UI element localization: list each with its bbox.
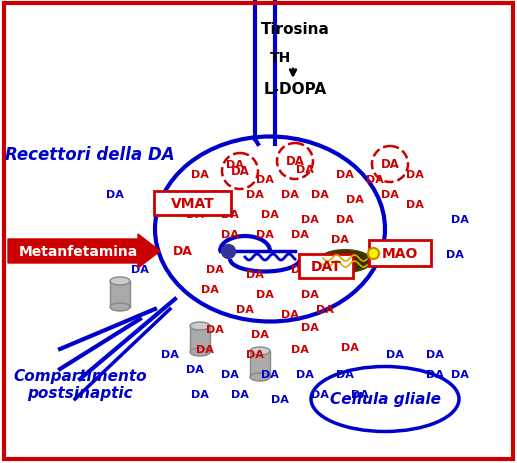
Text: DA: DA bbox=[366, 175, 384, 185]
Text: DA: DA bbox=[281, 189, 299, 200]
Text: DA: DA bbox=[281, 309, 299, 319]
Text: DA: DA bbox=[246, 349, 264, 359]
Text: DA: DA bbox=[346, 194, 364, 205]
FancyArrow shape bbox=[8, 234, 160, 269]
Text: DA: DA bbox=[451, 214, 469, 225]
Text: DA: DA bbox=[131, 239, 149, 250]
Ellipse shape bbox=[155, 137, 385, 322]
Text: DA: DA bbox=[331, 269, 349, 279]
Text: DA: DA bbox=[426, 349, 444, 359]
Ellipse shape bbox=[250, 347, 270, 355]
Text: DA: DA bbox=[206, 264, 224, 275]
Text: DA: DA bbox=[231, 165, 249, 178]
Text: DA: DA bbox=[426, 369, 444, 379]
Text: DA: DA bbox=[251, 329, 269, 339]
Text: DA: DA bbox=[341, 342, 359, 352]
Bar bbox=[250, 351, 270, 377]
Text: DA: DA bbox=[206, 324, 224, 334]
Text: DA: DA bbox=[221, 369, 239, 379]
Text: DA: DA bbox=[311, 189, 329, 200]
Ellipse shape bbox=[110, 303, 130, 311]
Text: DA: DA bbox=[301, 214, 319, 225]
Text: DA: DA bbox=[106, 189, 124, 200]
Text: DA: DA bbox=[351, 389, 369, 399]
Text: DA: DA bbox=[231, 389, 249, 399]
Circle shape bbox=[222, 154, 258, 189]
Ellipse shape bbox=[190, 322, 210, 330]
Ellipse shape bbox=[319, 250, 371, 272]
Circle shape bbox=[372, 147, 408, 182]
Text: DA: DA bbox=[201, 284, 219, 294]
Text: DA: DA bbox=[336, 369, 354, 379]
Text: DA: DA bbox=[285, 155, 305, 168]
Text: Recettori della DA: Recettori della DA bbox=[5, 146, 175, 163]
Text: DA: DA bbox=[256, 175, 274, 185]
Text: DA: DA bbox=[246, 269, 264, 279]
Text: VMAT: VMAT bbox=[171, 197, 215, 211]
Text: DA: DA bbox=[221, 230, 239, 239]
Text: DA: DA bbox=[173, 245, 193, 258]
Text: DA: DA bbox=[291, 264, 309, 275]
Text: DA: DA bbox=[161, 349, 179, 359]
Text: TH: TH bbox=[269, 51, 291, 65]
Text: DA: DA bbox=[381, 158, 400, 171]
Text: DA: DA bbox=[406, 169, 424, 180]
Ellipse shape bbox=[311, 367, 459, 432]
Text: DA: DA bbox=[261, 369, 279, 379]
Text: DA: DA bbox=[271, 394, 289, 404]
Text: DA: DA bbox=[246, 189, 264, 200]
Bar bbox=[190, 326, 210, 352]
Text: DA: DA bbox=[331, 234, 349, 244]
Text: DA: DA bbox=[336, 169, 354, 180]
Bar bbox=[110, 282, 130, 307]
Text: MAO: MAO bbox=[382, 246, 418, 260]
Text: L-DOPA: L-DOPA bbox=[264, 82, 327, 97]
FancyBboxPatch shape bbox=[299, 255, 353, 278]
Text: DA: DA bbox=[131, 264, 149, 275]
FancyBboxPatch shape bbox=[154, 192, 231, 216]
Text: DA: DA bbox=[256, 289, 274, 300]
Text: DA: DA bbox=[291, 344, 309, 354]
Text: DA: DA bbox=[196, 344, 214, 354]
Text: DA: DA bbox=[381, 189, 399, 200]
Text: DA: DA bbox=[236, 304, 254, 314]
Text: DA: DA bbox=[406, 200, 424, 210]
Text: DA: DA bbox=[386, 349, 404, 359]
Text: Metanfetamina: Metanfetamina bbox=[19, 244, 138, 258]
Text: Tirosina: Tirosina bbox=[261, 22, 329, 38]
Text: DA: DA bbox=[446, 250, 464, 259]
Text: DA: DA bbox=[451, 369, 469, 379]
Text: DA: DA bbox=[296, 165, 314, 175]
Text: DA: DA bbox=[311, 389, 329, 399]
Text: DAT: DAT bbox=[311, 259, 341, 274]
Ellipse shape bbox=[190, 348, 210, 356]
Text: DA: DA bbox=[186, 210, 204, 219]
Text: DA: DA bbox=[186, 364, 204, 374]
Text: DA: DA bbox=[211, 189, 229, 200]
Text: DA: DA bbox=[291, 230, 309, 239]
Text: DA: DA bbox=[226, 160, 244, 169]
FancyBboxPatch shape bbox=[369, 240, 431, 266]
Text: DA: DA bbox=[301, 289, 319, 300]
Text: DA: DA bbox=[296, 369, 314, 379]
Text: DA: DA bbox=[301, 322, 319, 332]
Text: DA: DA bbox=[191, 169, 209, 180]
Ellipse shape bbox=[110, 277, 130, 285]
Text: DA: DA bbox=[336, 214, 354, 225]
Circle shape bbox=[277, 144, 313, 180]
Ellipse shape bbox=[250, 373, 270, 381]
Text: DA: DA bbox=[316, 304, 334, 314]
Text: DA: DA bbox=[261, 210, 279, 219]
Text: DA: DA bbox=[191, 389, 209, 399]
Text: Compartimento
postsinaptic: Compartimento postsinaptic bbox=[13, 368, 147, 400]
Text: DA: DA bbox=[221, 210, 239, 219]
Text: DA: DA bbox=[256, 230, 274, 239]
Text: Cellula gliale: Cellula gliale bbox=[329, 392, 440, 407]
